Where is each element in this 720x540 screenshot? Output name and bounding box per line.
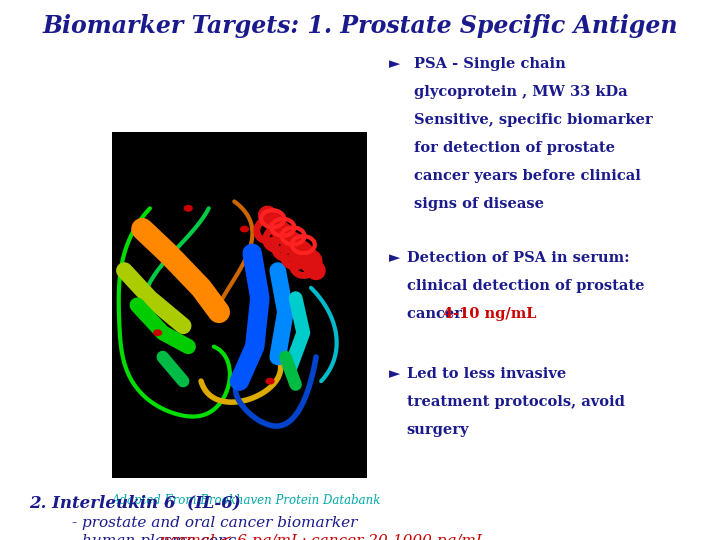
Text: Sensitive, specific biomarker: Sensitive, specific biomarker: [414, 113, 652, 127]
Circle shape: [266, 377, 274, 384]
Text: 4-10 ng/mL: 4-10 ng/mL: [443, 307, 536, 321]
Text: Adapted From Brookhaven Protein Databank: Adapted From Brookhaven Protein Databank: [112, 494, 381, 507]
Text: ►: ►: [389, 57, 405, 71]
Text: signs of disease: signs of disease: [414, 197, 544, 211]
Text: - human plasma conc.: - human plasma conc.: [72, 534, 246, 540]
Text: ►: ►: [389, 251, 400, 265]
Text: cancer:: cancer:: [407, 307, 472, 321]
Text: PSA - Single chain: PSA - Single chain: [414, 57, 566, 71]
Text: normal < 6 pg/mL; cancer 20-1000 pg/mL: normal < 6 pg/mL; cancer 20-1000 pg/mL: [160, 534, 486, 540]
Text: glycoprotein , MW 33 kDa: glycoprotein , MW 33 kDa: [414, 85, 628, 99]
Text: Biomarker Targets: 1. Prostate Specific Antigen: Biomarker Targets: 1. Prostate Specific …: [42, 14, 678, 37]
Circle shape: [184, 205, 193, 212]
Text: for detection of prostate: for detection of prostate: [414, 141, 615, 155]
Text: cancer years before clinical: cancer years before clinical: [414, 169, 641, 183]
Text: Detection of PSA in serum:: Detection of PSA in serum:: [407, 251, 629, 265]
Circle shape: [240, 226, 249, 233]
Text: surgery: surgery: [407, 423, 469, 437]
Text: ►: ►: [389, 367, 400, 381]
Text: clinical detection of prostate: clinical detection of prostate: [407, 279, 644, 293]
Bar: [112, 132, 367, 478]
Circle shape: [153, 329, 162, 336]
Text: treatment protocols, avoid: treatment protocols, avoid: [407, 395, 625, 409]
Text: Led to less invasive: Led to less invasive: [407, 367, 566, 381]
Text: 2. Interleukin 6  (IL-6): 2. Interleukin 6 (IL-6): [29, 494, 240, 511]
Text: - prostate and oral cancer biomarker: - prostate and oral cancer biomarker: [72, 516, 357, 530]
